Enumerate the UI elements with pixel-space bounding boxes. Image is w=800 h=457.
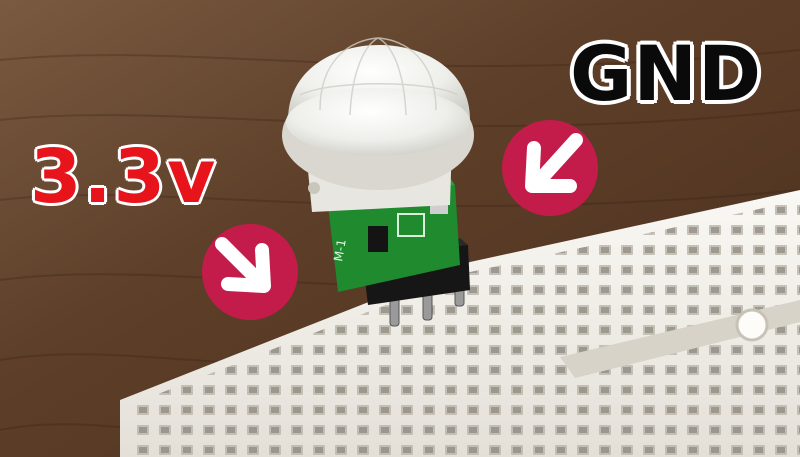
svg-text:M-1: M-1 bbox=[331, 238, 349, 262]
pir-dome bbox=[282, 37, 474, 190]
ground-label: GND bbox=[570, 29, 763, 118]
arrow-down-left-icon bbox=[502, 120, 598, 216]
arrow-down-right-icon bbox=[202, 224, 298, 320]
breadboard bbox=[120, 190, 800, 457]
supply-voltage-label: 3.3v bbox=[30, 134, 218, 220]
mounting-hole bbox=[735, 308, 769, 342]
